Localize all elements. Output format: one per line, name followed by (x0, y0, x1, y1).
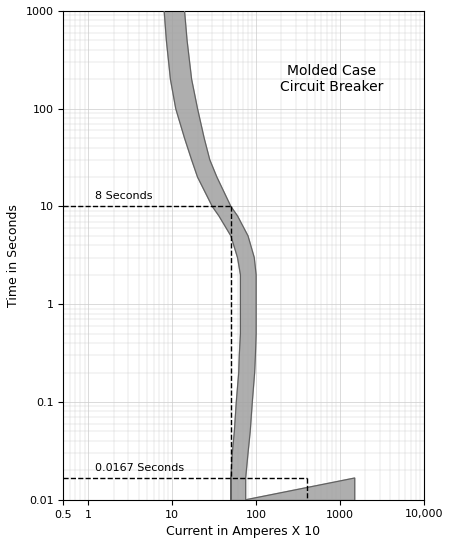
Y-axis label: Time in Seconds: Time in Seconds (7, 204, 20, 307)
Text: 0.0167 Seconds: 0.0167 Seconds (95, 463, 184, 473)
Text: 8 Seconds: 8 Seconds (95, 191, 153, 201)
Polygon shape (164, 11, 355, 500)
Text: Molded Case
Circuit Breaker: Molded Case Circuit Breaker (280, 64, 383, 94)
X-axis label: Current in Amperes X 10: Current in Amperes X 10 (166, 525, 320, 538)
